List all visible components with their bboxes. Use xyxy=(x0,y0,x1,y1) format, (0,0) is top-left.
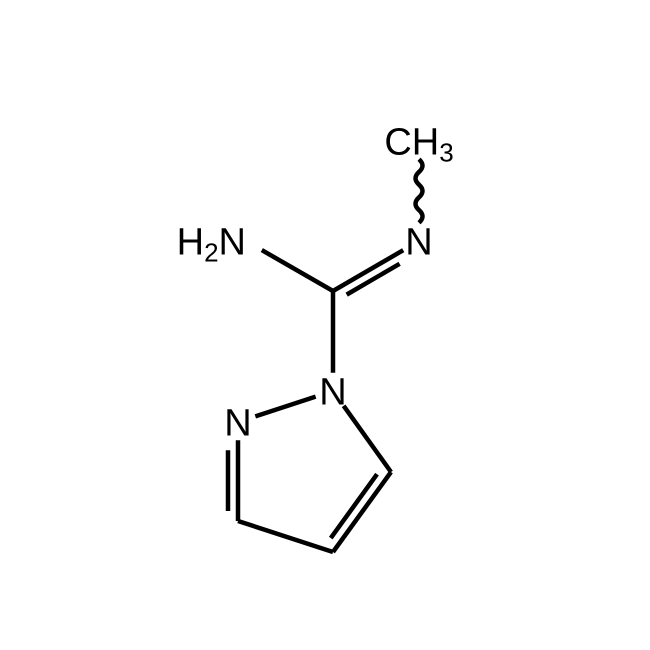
atom-label: CH3 xyxy=(384,121,453,167)
atom-label: N xyxy=(405,221,432,263)
atom-label: H2N xyxy=(177,221,246,266)
bond xyxy=(344,406,391,472)
bond xyxy=(331,474,377,538)
bond xyxy=(238,521,333,552)
bond xyxy=(255,397,315,417)
atom-label: N xyxy=(319,371,346,413)
bond xyxy=(333,472,391,552)
bond xyxy=(333,250,403,291)
atom-label: N xyxy=(224,402,251,444)
bond xyxy=(262,250,333,291)
chemical-structure-diagram: N N H2N N CH3 xyxy=(0,0,650,650)
